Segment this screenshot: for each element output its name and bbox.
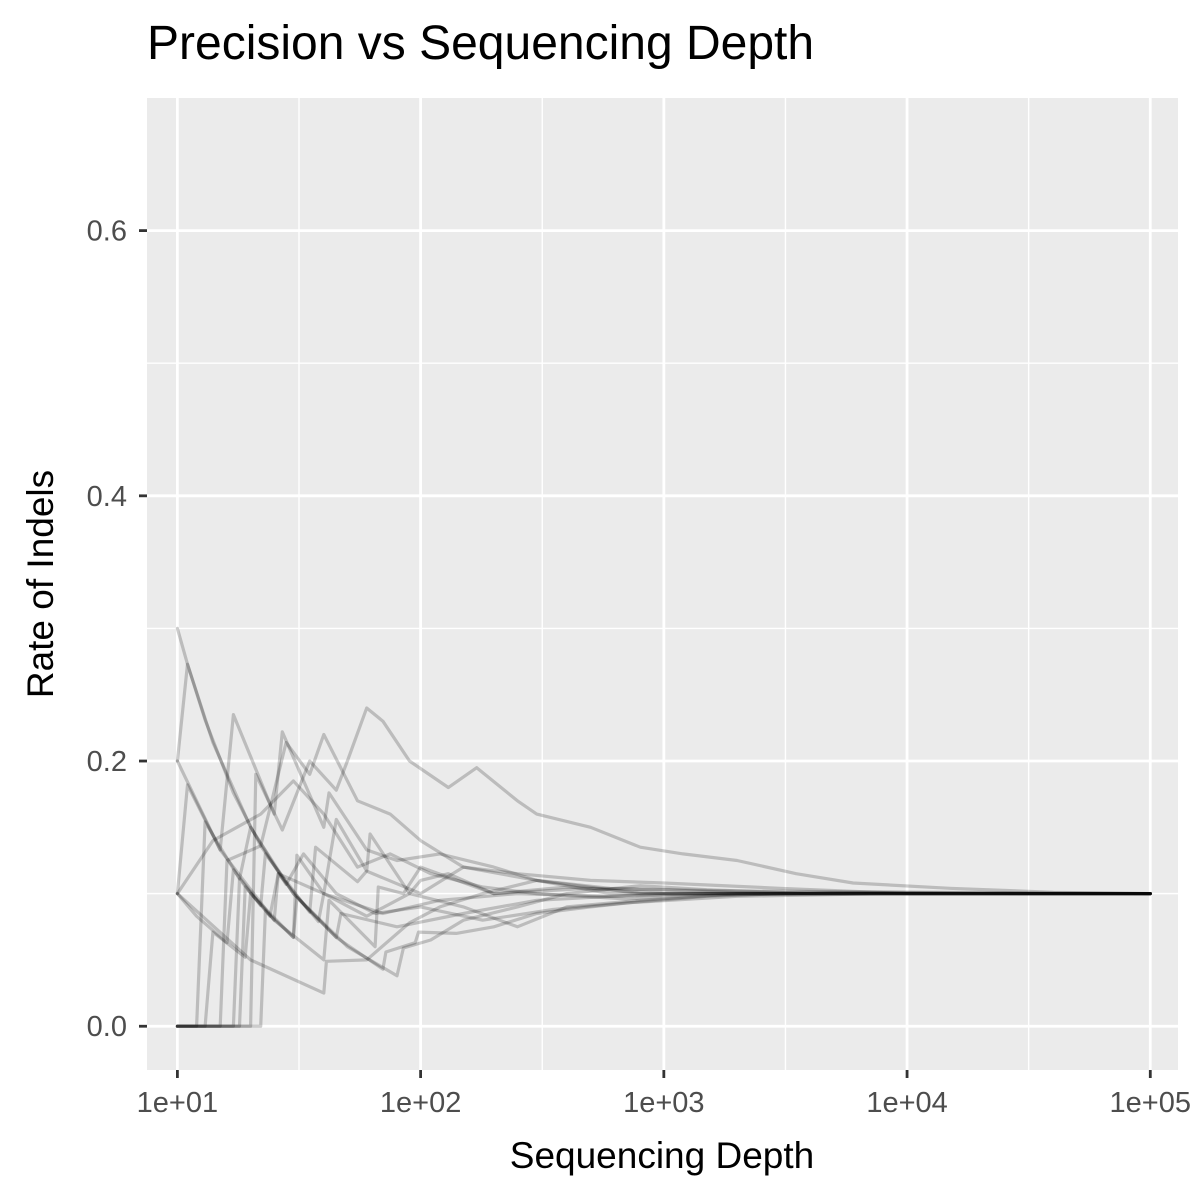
y-tick-label: 0.2 bbox=[87, 746, 127, 778]
series-line-4 bbox=[175, 878, 1152, 995]
y-tick-label: 0.4 bbox=[87, 481, 127, 513]
y-axis-title: Rate of Indels bbox=[20, 470, 61, 698]
series-line-14 bbox=[175, 868, 1152, 945]
series-line-5 bbox=[175, 865, 1152, 1028]
x-tick-label: 1e+02 bbox=[380, 1087, 461, 1119]
chart-title: Precision vs Sequencing Depth bbox=[147, 17, 815, 70]
series-line-6 bbox=[175, 891, 1152, 1028]
x-tick-label: 1e+05 bbox=[1110, 1087, 1191, 1119]
series-line-3 bbox=[175, 759, 1152, 922]
series-line-13 bbox=[175, 820, 1152, 1028]
series-line-9 bbox=[175, 712, 1152, 896]
major-gridlines bbox=[147, 98, 1178, 1070]
y-tick-label: 0.0 bbox=[87, 1011, 127, 1043]
series-line-8 bbox=[175, 845, 1152, 1028]
x-axis-title: Sequencing Depth bbox=[510, 1135, 814, 1176]
series-line-11 bbox=[175, 732, 1152, 1028]
series-line-10 bbox=[175, 706, 1152, 1028]
x-tick-label: 1e+01 bbox=[137, 1087, 218, 1119]
y-tick-label: 0.6 bbox=[87, 216, 127, 248]
series-lines bbox=[175, 626, 1152, 1028]
x-axis: 1e+01 1e+02 1e+03 1e+04 1e+05 bbox=[137, 1070, 1191, 1119]
y-axis: 0.0 0.2 0.4 0.6 bbox=[87, 216, 147, 1043]
series-line-12 bbox=[175, 779, 1152, 901]
series-line-1 bbox=[175, 626, 1152, 971]
series-line-7 bbox=[175, 817, 1152, 1028]
x-tick-label: 1e+04 bbox=[866, 1087, 947, 1119]
x-tick-label: 1e+03 bbox=[623, 1087, 704, 1119]
series-line-2 bbox=[175, 662, 1152, 978]
